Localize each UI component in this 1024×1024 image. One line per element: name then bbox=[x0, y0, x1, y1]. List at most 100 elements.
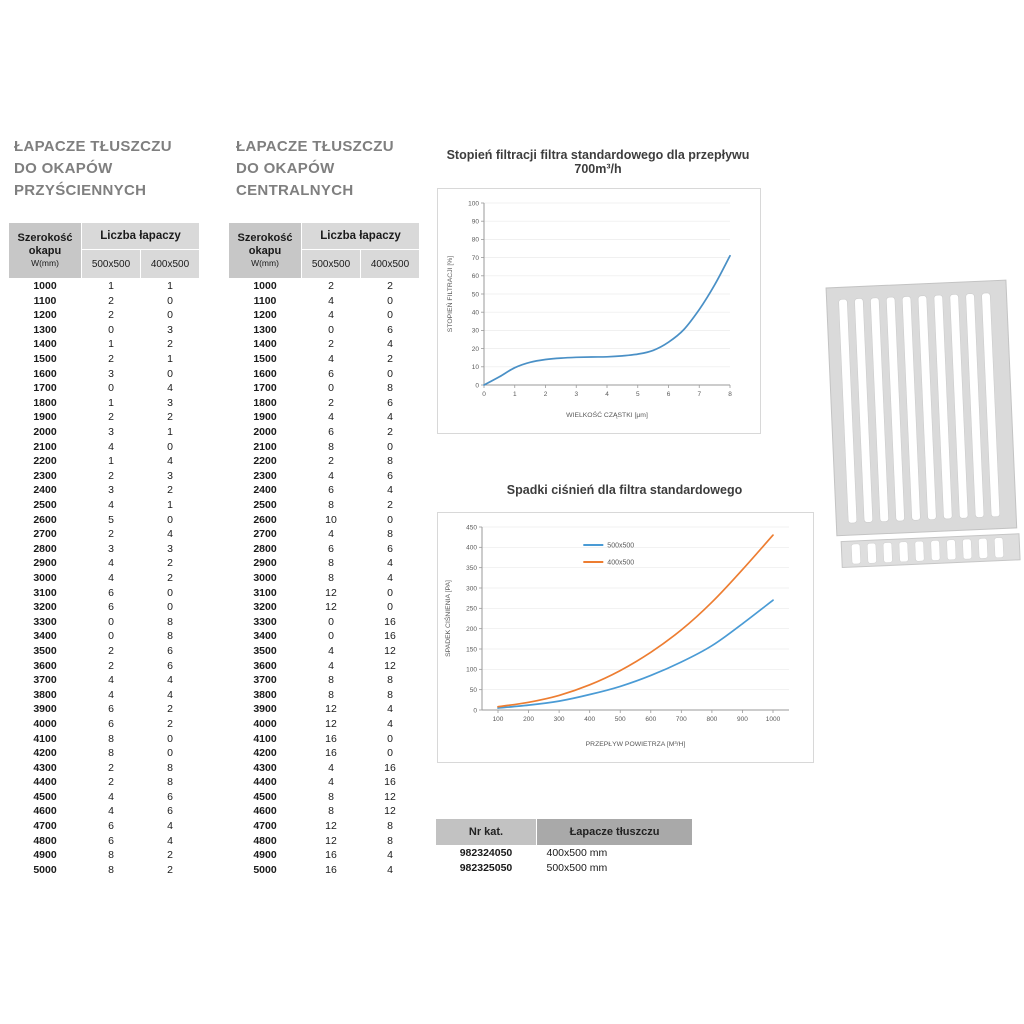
count-400x500-cell: 4 bbox=[167, 820, 173, 833]
count-400x500-cell: 0 bbox=[167, 294, 173, 307]
count-400x500-cell: 4 bbox=[167, 528, 173, 541]
count-500x500-cell: 2 bbox=[108, 294, 114, 307]
catcher-count-group-header: Liczba łapaczy bbox=[81, 222, 200, 250]
hood-width-cell: 5000 bbox=[33, 863, 57, 876]
count-400x500-cell: 0 bbox=[167, 309, 173, 322]
count-400x500-cell: 4 bbox=[387, 411, 393, 424]
count-500x500-cell: 5 bbox=[108, 513, 114, 526]
filtration-chart: 0 10 20 30 40 50 60 70 80 90 100 0 1 2 3 4 5 6 7 8 WIELKOŚĆ … bbox=[437, 188, 761, 434]
table-row: 4900 8 2 bbox=[9, 848, 200, 863]
hood-width-cell: 3100 bbox=[253, 586, 277, 599]
count-500x500-cell: 8 bbox=[108, 732, 114, 745]
count-400x500-cell: 4 bbox=[387, 557, 393, 570]
count-500x500-cell: 1 bbox=[108, 280, 114, 293]
count-400x500-cell: 2 bbox=[387, 353, 393, 366]
count-500x500-cell: 4 bbox=[328, 644, 334, 657]
hood-width-cell: 2300 bbox=[33, 469, 57, 482]
count-500x500-cell: 1 bbox=[108, 455, 114, 468]
series-line-500x500 bbox=[497, 599, 774, 709]
table-row: 2500 8 2 bbox=[229, 498, 420, 513]
count-400x500-cell: 2 bbox=[167, 338, 173, 351]
wall-hoods-table: Szerokość okapu W(mm) Liczba łapaczy 500… bbox=[8, 222, 200, 877]
table-row: 2100 8 0 bbox=[229, 440, 420, 455]
table-row: 4000 6 2 bbox=[9, 717, 200, 732]
count-400x500-cell: 1 bbox=[167, 499, 173, 511]
count-400x500-cell: 8 bbox=[167, 615, 173, 628]
x-tick-label: 700 bbox=[676, 716, 687, 723]
count-400x500-cell: 8 bbox=[387, 688, 393, 701]
count-400x500-cell: 2 bbox=[387, 280, 393, 293]
count-500x500-cell: 4 bbox=[108, 557, 114, 570]
x-tick-label: 200 bbox=[523, 716, 534, 723]
hood-width-cell: 4900 bbox=[33, 849, 57, 862]
catalog-row: 982324050 400x500 mm bbox=[436, 846, 693, 862]
x-tick-label: 100 bbox=[493, 716, 504, 723]
count-400x500-cell: 6 bbox=[167, 644, 173, 657]
count-500x500-cell: 0 bbox=[328, 615, 334, 628]
table-row: 4400 2 8 bbox=[9, 775, 200, 790]
count-500x500-cell: 4 bbox=[328, 411, 334, 424]
filter-slot-bottom bbox=[851, 543, 861, 565]
table-row: 4100 16 0 bbox=[229, 731, 420, 746]
y-tick-label: 90 bbox=[472, 219, 480, 226]
count-400x500-cell: 8 bbox=[387, 834, 393, 847]
hood-width-cell: 2800 bbox=[33, 542, 57, 555]
count-500x500-cell: 6 bbox=[108, 717, 114, 730]
table-row: 2300 4 6 bbox=[229, 469, 420, 484]
count-400x500-cell: 2 bbox=[167, 863, 173, 876]
count-400x500-cell: 6 bbox=[167, 659, 173, 672]
table-row: 2800 3 3 bbox=[9, 542, 200, 557]
count-500x500-cell: 2 bbox=[108, 411, 114, 424]
table-row: 2400 6 4 bbox=[229, 483, 420, 498]
central-hoods-table-header: Szerokość okapu W(mm) Liczba łapaczy 500… bbox=[228, 222, 420, 279]
hood-width-cell: 4300 bbox=[33, 761, 57, 774]
count-400x500-cell: 8 bbox=[387, 820, 393, 833]
count-500x500-cell: 6 bbox=[108, 834, 114, 847]
hood-width-cell: 3400 bbox=[253, 630, 277, 643]
count-400x500-cell: 4 bbox=[167, 674, 173, 687]
pressure-drop-chart: 0 50 100 150 200 250 300 350 400 450 100 200 300 400 5… bbox=[437, 512, 814, 763]
hood-width-cell: 2000 bbox=[253, 426, 277, 439]
x-tick-label: 5 bbox=[636, 391, 640, 398]
table-row: 1500 4 2 bbox=[229, 352, 420, 367]
col-header-400x500: 400x500 bbox=[360, 249, 420, 279]
count-400x500-cell: 3 bbox=[167, 542, 173, 555]
count-400x500-cell: 4 bbox=[167, 834, 173, 847]
count-400x500-cell: 6 bbox=[167, 790, 173, 803]
center-table-title-line3: CENTRALNYCH bbox=[236, 182, 354, 199]
table-row: 4000 12 4 bbox=[229, 717, 420, 732]
hood-width-cell: 3600 bbox=[253, 659, 277, 672]
table-row: 2700 4 8 bbox=[229, 527, 420, 542]
hood-width-cell: 3400 bbox=[33, 630, 57, 643]
count-500x500-cell: 4 bbox=[328, 469, 334, 482]
table-row: 2900 4 2 bbox=[9, 556, 200, 571]
hood-width-cell: 1200 bbox=[33, 309, 57, 322]
hood-width-cell: 3300 bbox=[253, 615, 277, 628]
filter-slot-bottom bbox=[882, 542, 893, 563]
count-400x500-cell: 4 bbox=[387, 849, 393, 862]
count-400x500-cell: 4 bbox=[167, 688, 173, 701]
hood-width-cell: 3800 bbox=[33, 688, 57, 701]
hood-width-cell: 2800 bbox=[253, 542, 277, 555]
table-row: 4800 12 8 bbox=[229, 834, 420, 849]
count-400x500-cell: 16 bbox=[384, 761, 396, 774]
count-400x500-cell: 1 bbox=[167, 280, 173, 293]
pressure-drop-chart-title: Spadki ciśnień dla filtra standardowego bbox=[506, 483, 743, 497]
wall-hoods-table-body: 1000 1 1 1100 2 0 1200 2 0 1300 0 3 1400 1 2 1500 2 1 1600… bbox=[9, 279, 200, 878]
hood-width-cell: 1300 bbox=[253, 323, 277, 336]
count-500x500-cell: 2 bbox=[108, 309, 114, 322]
count-400x500-cell: 0 bbox=[387, 440, 393, 453]
x-tick-label: 1 bbox=[513, 391, 517, 398]
filter-slot bbox=[854, 298, 873, 523]
width-header-line2: okapu bbox=[248, 245, 282, 257]
table-row: 1300 0 6 bbox=[229, 323, 420, 338]
table-row: 3000 4 2 bbox=[9, 571, 200, 586]
count-400x500-cell: 4 bbox=[387, 571, 393, 584]
hood-width-cell: 4700 bbox=[33, 820, 57, 833]
y-tick-label: 30 bbox=[472, 328, 480, 335]
count-400x500-cell: 8 bbox=[387, 382, 393, 395]
y-axis-label: SPADEK CIŚNIENIA [PA] bbox=[443, 580, 452, 657]
hood-width-cell: 1700 bbox=[33, 382, 57, 395]
filter-slot bbox=[933, 294, 953, 520]
table-row: 4100 8 0 bbox=[9, 731, 200, 746]
